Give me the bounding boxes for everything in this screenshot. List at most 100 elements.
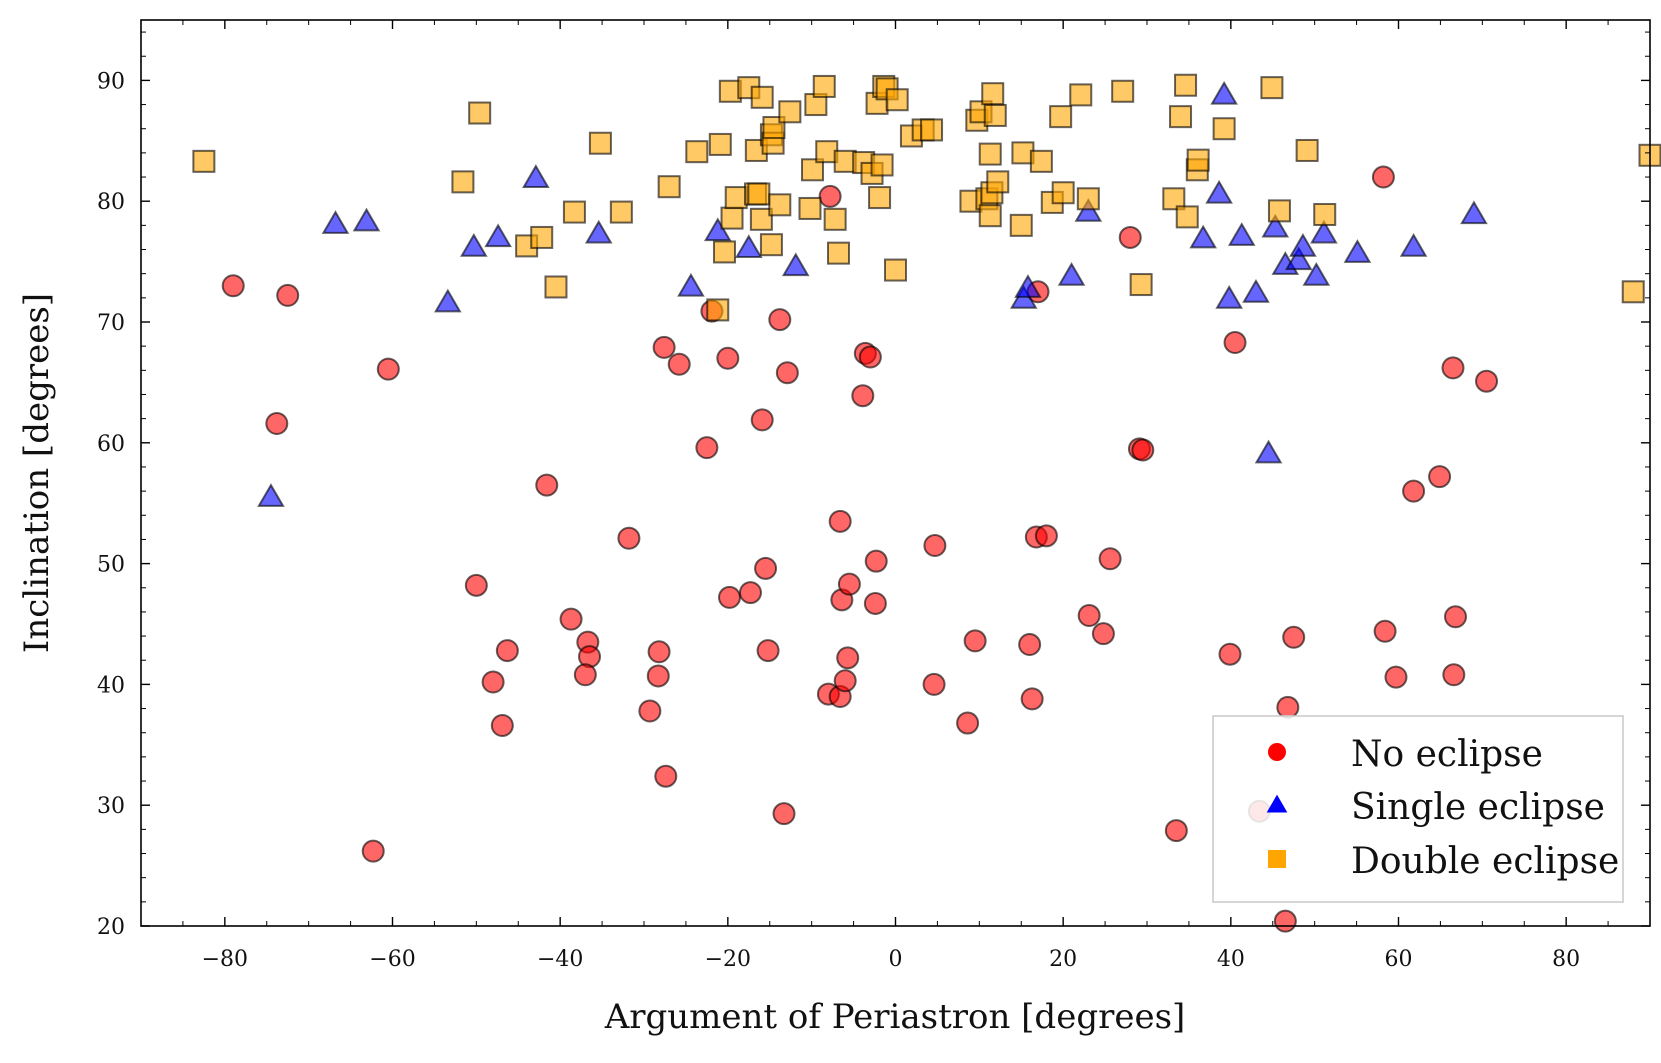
point-double-eclipse xyxy=(724,186,748,210)
point-single-eclipse xyxy=(484,223,512,248)
point-no-eclipse xyxy=(265,411,289,435)
point-no-eclipse xyxy=(864,549,888,573)
point-double-eclipse xyxy=(1174,73,1198,97)
point-double-eclipse xyxy=(747,182,771,206)
point-double-eclipse xyxy=(983,103,1007,127)
point-no-eclipse xyxy=(833,669,857,693)
point-no-eclipse xyxy=(1077,604,1101,628)
point-single-eclipse xyxy=(1242,278,1270,303)
marks-layer xyxy=(192,73,1661,933)
point-no-eclipse xyxy=(1018,633,1042,657)
point-no-eclipse xyxy=(221,274,245,298)
point-single-eclipse xyxy=(584,219,613,244)
point-double-eclipse xyxy=(826,241,850,265)
point-single-eclipse xyxy=(352,207,381,232)
x-axis-label: Argument of Periastron [degrees] xyxy=(604,997,1186,1037)
legend-label-no-eclipse: No eclipse xyxy=(1351,734,1543,775)
point-no-eclipse xyxy=(481,670,505,694)
point-no-eclipse xyxy=(464,573,488,597)
point-double-eclipse xyxy=(1267,199,1291,223)
point-no-eclipse xyxy=(738,581,762,605)
point-no-eclipse xyxy=(718,585,742,609)
point-single-eclipse xyxy=(1460,200,1488,225)
legend-label-double-eclipse: Double eclipse xyxy=(1351,841,1619,882)
point-double-eclipse xyxy=(712,240,736,264)
point-double-eclipse xyxy=(468,101,492,125)
point-double-eclipse xyxy=(562,200,586,224)
point-no-eclipse xyxy=(775,361,799,385)
point-double-eclipse xyxy=(685,140,709,164)
point-no-eclipse xyxy=(768,308,792,332)
legend-marker-no-eclipse xyxy=(1268,743,1286,761)
x-tick-label: −40 xyxy=(537,947,583,972)
legend-marker-double-eclipse xyxy=(1268,850,1286,868)
point-single-eclipse xyxy=(1215,284,1243,309)
point-no-eclipse xyxy=(535,473,559,497)
point-double-eclipse xyxy=(588,131,612,155)
point-single-eclipse xyxy=(1189,224,1217,249)
point-no-eclipse xyxy=(1444,605,1468,629)
point-double-eclipse xyxy=(768,193,792,217)
point-single-eclipse xyxy=(1310,219,1338,244)
point-no-eclipse xyxy=(490,713,514,737)
point-single-eclipse xyxy=(1205,179,1233,204)
point-double-eclipse xyxy=(530,225,554,249)
point-single-eclipse xyxy=(1399,233,1428,257)
point-no-eclipse xyxy=(863,591,887,615)
point-no-eclipse xyxy=(828,509,852,533)
point-no-eclipse xyxy=(276,283,300,307)
point-no-eclipse xyxy=(750,408,774,432)
y-tick-label: 80 xyxy=(97,190,125,215)
point-no-eclipse xyxy=(1164,819,1188,843)
point-no-eclipse xyxy=(1118,225,1142,249)
y-tick-label: 70 xyxy=(97,311,125,336)
point-double-eclipse xyxy=(981,82,1005,106)
point-double-eclipse xyxy=(798,196,822,220)
point-no-eclipse xyxy=(652,335,676,359)
point-no-eclipse xyxy=(956,711,980,735)
point-no-eclipse xyxy=(1034,524,1058,548)
point-double-eclipse xyxy=(609,200,633,224)
point-single-eclipse xyxy=(1074,198,1103,222)
point-double-eclipse xyxy=(823,207,847,231)
point-double-eclipse xyxy=(884,258,907,282)
point-single-eclipse xyxy=(1254,439,1283,464)
point-no-eclipse xyxy=(495,639,519,663)
point-double-eclipse xyxy=(1029,149,1053,173)
point-double-eclipse xyxy=(1621,280,1645,304)
point-no-eclipse xyxy=(858,345,882,369)
point-single-eclipse xyxy=(1261,213,1290,238)
point-double-eclipse xyxy=(708,132,732,156)
point-double-eclipse xyxy=(750,85,774,109)
point-no-eclipse xyxy=(361,839,385,863)
y-axis-label: Inclination [degrees] xyxy=(17,293,57,653)
point-no-eclipse xyxy=(1441,356,1465,380)
point-double-eclipse xyxy=(1162,187,1186,211)
point-double-eclipse xyxy=(778,100,802,124)
point-double-eclipse xyxy=(1129,273,1153,297)
point-no-eclipse xyxy=(654,764,678,788)
point-single-eclipse xyxy=(1210,80,1238,105)
legend-label-single-eclipse: Single eclipse xyxy=(1351,787,1605,828)
ticks-layer: −80 −60 −40 −20 0 20 40 60 80 20 30 40 50 60 70 80 90 xyxy=(97,20,1651,972)
point-no-eclipse xyxy=(1373,619,1397,643)
point-no-eclipse xyxy=(1371,165,1395,189)
x-tick-label: −80 xyxy=(202,947,248,972)
point-single-eclipse xyxy=(1014,274,1042,298)
point-double-eclipse xyxy=(1260,76,1284,100)
point-double-eclipse xyxy=(544,275,568,299)
point-no-eclipse xyxy=(647,640,671,664)
x-tick-label: 60 xyxy=(1385,947,1413,972)
point-single-eclipse xyxy=(734,234,763,259)
point-no-eclipse xyxy=(617,526,641,550)
point-no-eclipse xyxy=(1475,369,1499,393)
point-no-eclipse xyxy=(1098,547,1122,571)
point-single-eclipse xyxy=(321,210,350,234)
point-no-eclipse xyxy=(1131,438,1155,462)
point-no-eclipse xyxy=(1442,663,1466,687)
point-double-eclipse xyxy=(978,204,1002,228)
point-double-eclipse xyxy=(812,74,836,98)
point-no-eclipse xyxy=(851,384,875,408)
point-single-eclipse xyxy=(460,233,488,257)
point-double-eclipse xyxy=(986,170,1010,194)
